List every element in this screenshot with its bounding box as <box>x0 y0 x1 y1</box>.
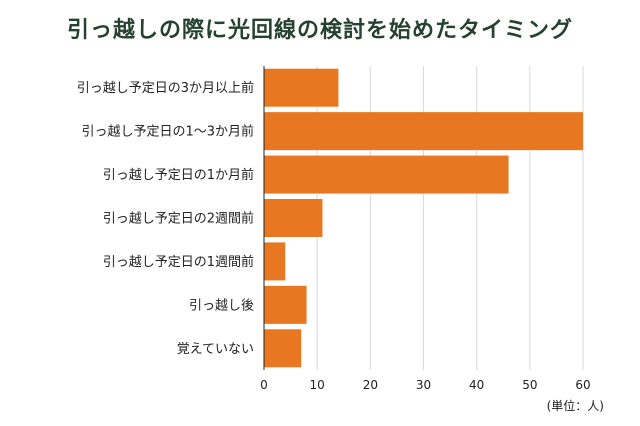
category-label: 引っ越し予定日の1〜3か月前 <box>81 124 254 140</box>
x-tick-label: 40 <box>469 378 484 392</box>
bar <box>264 155 509 194</box>
x-tick-label: 20 <box>363 378 378 392</box>
category-labels: 引っ越し予定日の3か月以上前引っ越し予定日の1〜3か月前引っ越し予定日の1か月前… <box>77 80 254 357</box>
x-tick-label: 0 <box>260 378 268 392</box>
bar <box>264 285 307 324</box>
x-tick-label: 30 <box>416 378 431 392</box>
bar <box>264 199 323 237</box>
category-label: 引っ越し予定日の3か月以上前 <box>77 80 254 96</box>
category-label: 引っ越し予定日の2週間前 <box>103 211 254 227</box>
grid-lines <box>316 66 584 370</box>
bar <box>264 68 339 107</box>
unit-label: (単位：人) <box>547 398 604 413</box>
x-tick-label: 10 <box>310 378 325 392</box>
category-label: 引っ越し後 <box>189 298 254 313</box>
bar-series <box>264 68 583 368</box>
category-label: 引っ越し予定日の1週間前 <box>103 254 254 270</box>
x-tick-label: 60 <box>575 378 590 392</box>
chart-title: 引っ越しの際に光回線の検討を始めたタイミング <box>66 18 573 43</box>
bar <box>264 242 286 281</box>
category-label: 引っ越し予定日の1か月前 <box>103 167 254 183</box>
category-label: 覚えていない <box>177 342 254 357</box>
bar <box>264 112 583 151</box>
bar <box>264 329 302 368</box>
x-tick-label: 50 <box>522 378 537 392</box>
x-tick-labels: 0 10 20 30 40 50 60 <box>260 378 590 392</box>
